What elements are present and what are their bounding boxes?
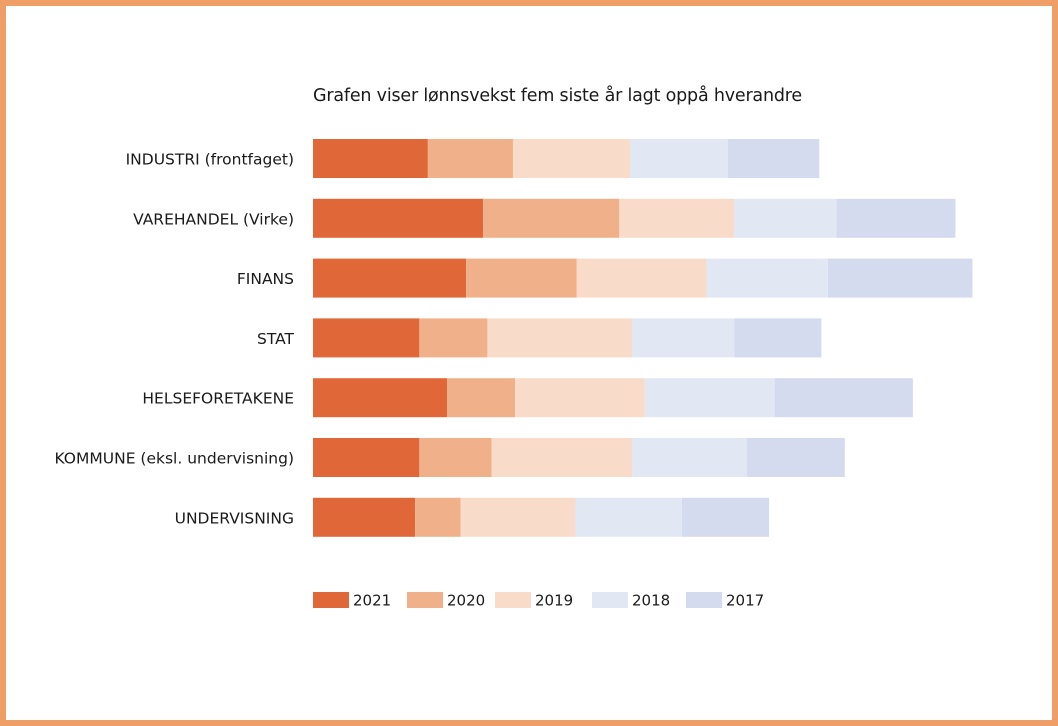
bar-segment-2020 [483,198,620,238]
bar-segment-2020 [419,438,492,477]
bar-segment-2021 [313,258,467,298]
bar-segment-2018 [632,438,747,477]
bar-segment-2019 [515,378,645,418]
category-label: INDUSTRI (frontfaget) [126,151,294,169]
bar-segment-2021 [313,198,484,238]
legend-label: 2021 [353,592,391,610]
bar-segment-2019 [460,497,576,537]
bar-segment-2017 [827,258,973,298]
category-label: FINANS [237,270,294,288]
legend-swatch [592,592,628,608]
bar-segment-2021 [313,139,428,178]
legend-swatch [495,592,531,608]
bar-segment-2017 [746,438,845,477]
bar-segment-2021 [313,318,420,358]
bar-segment-2017 [734,318,822,358]
legend-swatch [313,592,349,608]
legend-swatch [686,592,722,608]
legend-swatch [407,592,443,608]
bar-segment-2019 [512,139,630,178]
bar-segment-2019 [619,198,735,238]
category-label: VAREHANDEL (Virke) [133,210,294,228]
bar-segment-2020 [419,318,488,358]
legend-label: 2020 [447,592,485,610]
bar-segment-2018 [629,139,728,178]
bar-segment-2018 [632,318,735,358]
bar-segment-2018 [706,258,828,298]
bar-segment-2017 [681,497,770,537]
bar-segment-2021 [313,438,420,477]
legend-label: 2017 [726,592,764,610]
bar-segment-2017 [774,378,913,418]
bar-segment-2017 [836,198,956,238]
bar-segment-2020 [415,497,461,537]
legend-label: 2019 [535,592,573,610]
bar-segment-2021 [313,378,448,418]
category-label: UNDERVISNING [175,509,294,527]
category-label: STAT [257,330,295,348]
category-label: HELSEFORETAKENE [142,390,294,408]
category-label: KOMMUNE (eksl. undervisning) [54,450,294,468]
bar-segment-2018 [575,497,682,537]
bar-segment-2019 [576,258,707,298]
bar-segment-2017 [727,139,820,178]
legend-label: 2018 [632,592,670,610]
bar-segment-2019 [487,318,633,358]
chart-title: Grafen viser lønnsvekst fem siste år lag… [313,86,802,106]
bar-segment-2020 [427,139,513,178]
bar-segment-2020 [466,258,577,298]
bar-segment-2018 [644,378,775,418]
bar-segment-2020 [447,378,516,418]
bar-segment-2021 [313,497,416,537]
bar-segment-2018 [734,198,837,238]
bar-segment-2019 [491,438,633,477]
